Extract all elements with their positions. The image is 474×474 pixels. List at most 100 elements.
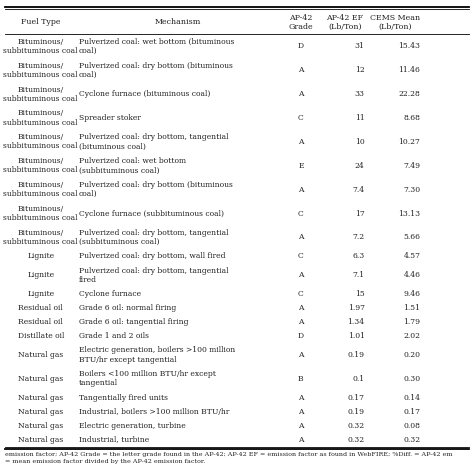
Text: 7.2: 7.2	[353, 233, 365, 241]
Text: 11.46: 11.46	[399, 66, 420, 74]
Text: Industrial, turbine: Industrial, turbine	[79, 436, 149, 444]
Text: A: A	[298, 233, 304, 241]
Text: 4.57: 4.57	[403, 252, 420, 260]
Text: Residual oil: Residual oil	[18, 318, 63, 326]
Text: 13.13: 13.13	[398, 210, 420, 218]
Text: 10: 10	[355, 138, 365, 146]
Text: CEMS Mean
(Lb/Ton): CEMS Mean (Lb/Ton)	[370, 14, 420, 31]
Text: 1.79: 1.79	[403, 318, 420, 326]
Text: 0.32: 0.32	[403, 436, 420, 444]
Text: Pulverized coal: wet bottom (bituminous
coal): Pulverized coal: wet bottom (bituminous …	[79, 38, 235, 55]
Text: D: D	[298, 332, 304, 340]
Text: Mechanism: Mechanism	[155, 18, 201, 26]
Text: 15.43: 15.43	[399, 42, 420, 50]
Text: C: C	[298, 252, 304, 260]
Text: Residual oil: Residual oil	[18, 304, 63, 312]
Text: 1.01: 1.01	[348, 332, 365, 340]
Text: Tangentially fired units: Tangentially fired units	[79, 394, 168, 402]
Text: 1.97: 1.97	[348, 304, 365, 312]
Text: 0.19: 0.19	[348, 408, 365, 416]
Text: 12: 12	[355, 66, 365, 74]
Text: 33: 33	[355, 90, 365, 98]
Text: Bituminous/
subbituminous coal: Bituminous/ subbituminous coal	[3, 38, 78, 55]
Text: Natural gas: Natural gas	[18, 408, 64, 416]
Text: Bituminous/
subbituminous coal: Bituminous/ subbituminous coal	[3, 85, 78, 103]
Text: A: A	[298, 436, 304, 444]
Text: Grade 6 oil: normal firing: Grade 6 oil: normal firing	[79, 304, 176, 312]
Text: Lignite: Lignite	[27, 252, 55, 260]
Text: A: A	[298, 271, 304, 279]
Text: 4.46: 4.46	[403, 271, 420, 279]
Text: Fuel Type: Fuel Type	[21, 18, 61, 26]
Text: 6.3: 6.3	[353, 252, 365, 260]
Text: 0.1: 0.1	[353, 375, 365, 383]
Text: 1.51: 1.51	[403, 304, 420, 312]
Text: 24: 24	[355, 162, 365, 170]
Text: Pulverized coal: dry bottom, tangential
(subbituminous coal): Pulverized coal: dry bottom, tangential …	[79, 229, 228, 246]
Text: Spreader stoker: Spreader stoker	[79, 114, 141, 122]
Text: 8.68: 8.68	[403, 114, 420, 122]
Text: 15: 15	[355, 290, 365, 298]
Text: Boilers <100 million BTU/hr except
tangential: Boilers <100 million BTU/hr except tange…	[79, 370, 216, 387]
Text: Bituminous/
subbituminous coal: Bituminous/ subbituminous coal	[3, 157, 78, 174]
Text: Bituminous/
subbituminous coal: Bituminous/ subbituminous coal	[3, 181, 78, 198]
Text: D: D	[298, 42, 304, 50]
Text: A: A	[298, 408, 304, 416]
Text: AP-42 EF
(Lb/Ton): AP-42 EF (Lb/Ton)	[327, 14, 364, 31]
Text: emission factor; AP-42 Grade = the letter grade found in the AP-42; AP-42 EF = e: emission factor; AP-42 Grade = the lette…	[5, 452, 452, 464]
Text: Pulverized coal: dry bottom (bituminous
coal): Pulverized coal: dry bottom (bituminous …	[79, 181, 233, 198]
Text: 10.27: 10.27	[399, 138, 420, 146]
Text: 9.46: 9.46	[403, 290, 420, 298]
Text: Natural gas: Natural gas	[18, 375, 64, 383]
Text: 0.17: 0.17	[348, 394, 365, 402]
Text: Cyclone furnace (subbituminous coal): Cyclone furnace (subbituminous coal)	[79, 210, 224, 218]
Text: 0.20: 0.20	[403, 351, 420, 359]
Text: 7.1: 7.1	[353, 271, 365, 279]
Text: A: A	[298, 66, 304, 74]
Text: Grade 6 oil: tangential firing: Grade 6 oil: tangential firing	[79, 318, 189, 326]
Text: Industrial, boilers >100 million BTU/hr: Industrial, boilers >100 million BTU/hr	[79, 408, 229, 416]
Text: C: C	[298, 290, 304, 298]
Text: A: A	[298, 318, 304, 326]
Text: Lignite: Lignite	[27, 290, 55, 298]
Text: C: C	[298, 114, 304, 122]
Text: Pulverized coal: dry bottom, tangential
fired: Pulverized coal: dry bottom, tangential …	[79, 267, 228, 284]
Text: Bituminous/
subbituminous coal: Bituminous/ subbituminous coal	[3, 133, 78, 150]
Text: Distillate oil: Distillate oil	[18, 332, 64, 340]
Text: A: A	[298, 90, 304, 98]
Text: A: A	[298, 394, 304, 402]
Text: Bituminous/
subbituminous coal: Bituminous/ subbituminous coal	[3, 205, 78, 222]
Text: Pulverized coal: wet bottom
(subbituminous coal): Pulverized coal: wet bottom (subbitumino…	[79, 157, 186, 174]
Text: 5.66: 5.66	[403, 233, 420, 241]
Text: 7.30: 7.30	[403, 186, 420, 194]
Text: Bituminous/
subbituminous coal: Bituminous/ subbituminous coal	[3, 109, 78, 127]
Text: Natural gas: Natural gas	[18, 394, 64, 402]
Text: Cyclone furnace: Cyclone furnace	[79, 290, 141, 298]
Text: Natural gas: Natural gas	[18, 351, 64, 359]
Text: Lignite: Lignite	[27, 271, 55, 279]
Text: Bituminous/
subbituminous coal: Bituminous/ subbituminous coal	[3, 229, 78, 246]
Text: 22.28: 22.28	[399, 90, 420, 98]
Text: 7.49: 7.49	[403, 162, 420, 170]
Text: 0.32: 0.32	[347, 422, 365, 429]
Text: Pulverized coal: dry bottom, wall fired: Pulverized coal: dry bottom, wall fired	[79, 252, 226, 260]
Text: A: A	[298, 304, 304, 312]
Text: 0.14: 0.14	[403, 394, 420, 402]
Text: C: C	[298, 210, 304, 218]
Text: B: B	[298, 375, 304, 383]
Text: Electric generation, turbine: Electric generation, turbine	[79, 422, 186, 429]
Text: AP-42
Grade: AP-42 Grade	[289, 14, 313, 31]
Text: 0.17: 0.17	[403, 408, 420, 416]
Text: 31: 31	[355, 42, 365, 50]
Text: 1.34: 1.34	[347, 318, 365, 326]
Text: A: A	[298, 351, 304, 359]
Text: E: E	[298, 162, 304, 170]
Text: Bituminous/
subbituminous coal: Bituminous/ subbituminous coal	[3, 62, 78, 79]
Text: 7.4: 7.4	[353, 186, 365, 194]
Text: A: A	[298, 186, 304, 194]
Text: 0.30: 0.30	[403, 375, 420, 383]
Text: A: A	[298, 422, 304, 429]
Text: Pulverized coal: dry bottom, tangential
(bituminous coal): Pulverized coal: dry bottom, tangential …	[79, 133, 228, 150]
Text: Electric generation, boilers >100 million
BTU/hr except tangential: Electric generation, boilers >100 millio…	[79, 346, 236, 364]
Text: 0.32: 0.32	[347, 436, 365, 444]
